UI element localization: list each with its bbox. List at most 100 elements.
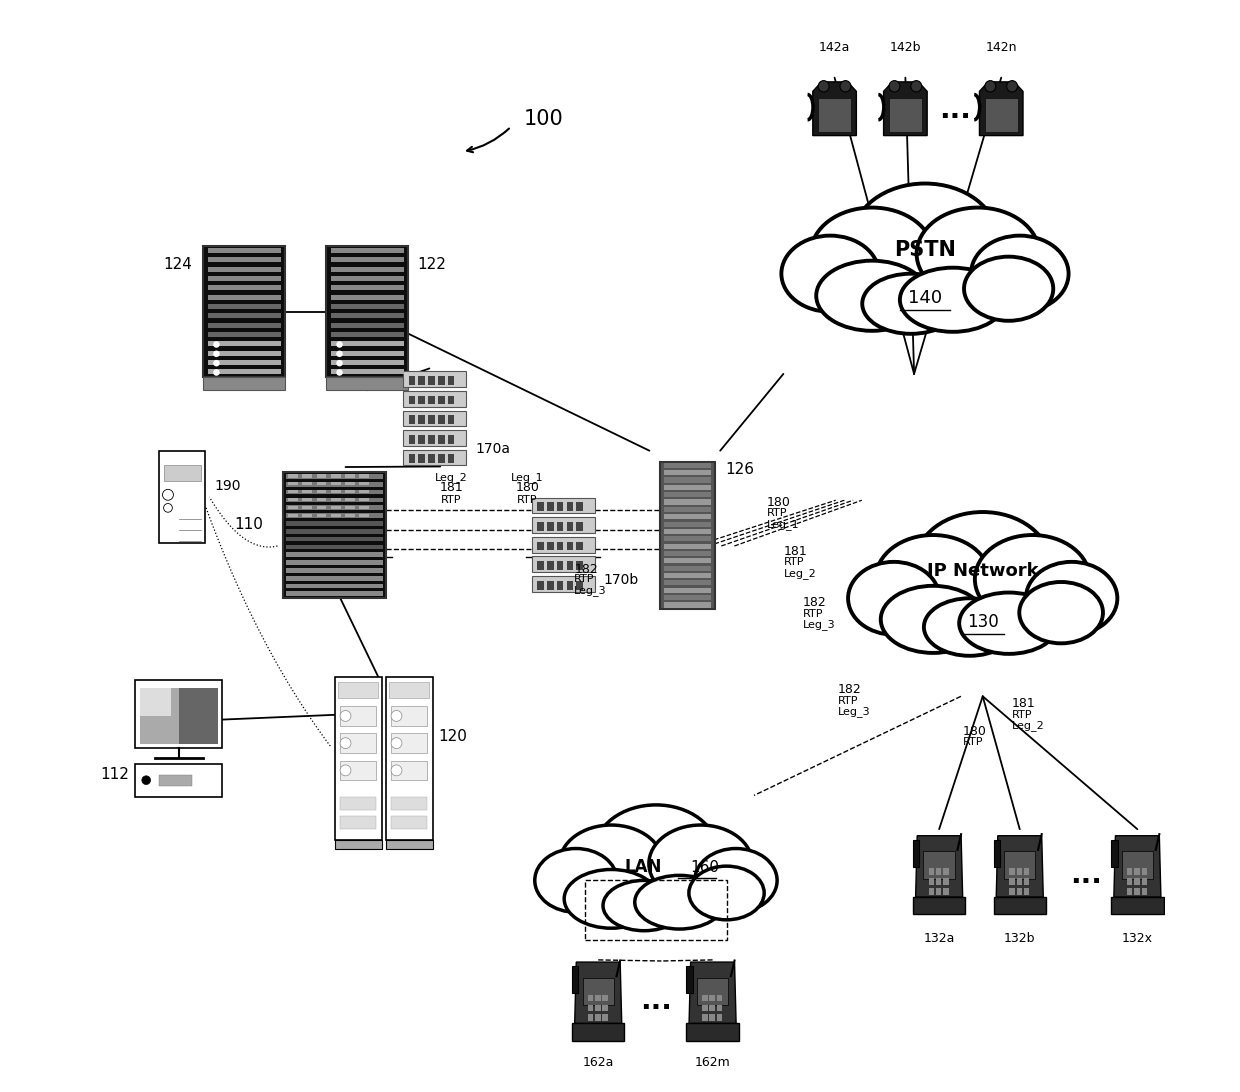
Bar xyxy=(1017,878,1022,885)
Bar xyxy=(316,498,326,501)
Bar xyxy=(697,977,728,1006)
Bar xyxy=(345,490,355,494)
Bar xyxy=(331,490,341,494)
Bar xyxy=(993,840,999,867)
Bar xyxy=(286,506,383,510)
Bar xyxy=(289,513,298,517)
Bar xyxy=(572,966,578,994)
Text: RTP: RTP xyxy=(838,696,858,705)
Bar xyxy=(603,995,608,1001)
Bar xyxy=(944,878,949,885)
Text: ...: ... xyxy=(1070,860,1102,889)
Bar xyxy=(331,369,404,375)
Bar xyxy=(140,688,218,745)
Ellipse shape xyxy=(1007,81,1018,92)
Bar xyxy=(913,840,919,867)
Bar xyxy=(140,688,179,745)
Bar xyxy=(331,351,404,356)
Text: 112: 112 xyxy=(100,768,129,782)
Bar xyxy=(663,566,712,571)
Bar xyxy=(1135,878,1140,885)
Ellipse shape xyxy=(971,236,1069,312)
Circle shape xyxy=(336,341,342,347)
Bar xyxy=(203,377,285,390)
Bar xyxy=(403,430,466,446)
Bar xyxy=(663,492,712,497)
Bar xyxy=(1009,888,1014,894)
Bar xyxy=(286,553,383,557)
Bar xyxy=(283,473,387,597)
Bar xyxy=(663,587,712,593)
Bar xyxy=(663,573,712,578)
Bar xyxy=(567,581,573,590)
Text: 182: 182 xyxy=(574,563,598,577)
Bar xyxy=(303,483,312,486)
Bar xyxy=(208,248,280,253)
Bar xyxy=(687,1023,739,1041)
Text: 162a: 162a xyxy=(583,1056,614,1069)
Bar xyxy=(663,477,712,483)
Text: RTP: RTP xyxy=(963,737,983,747)
Bar xyxy=(391,760,428,780)
Ellipse shape xyxy=(985,81,996,92)
Bar xyxy=(567,522,573,531)
Bar xyxy=(1135,868,1140,875)
Ellipse shape xyxy=(880,585,986,653)
Circle shape xyxy=(336,369,342,376)
Text: Leg_3: Leg_3 xyxy=(804,619,836,630)
Bar xyxy=(709,1014,715,1021)
Bar xyxy=(1009,878,1014,885)
Bar xyxy=(208,258,280,262)
Bar xyxy=(286,482,383,487)
Ellipse shape xyxy=(564,869,658,928)
Bar xyxy=(661,462,714,608)
Bar xyxy=(316,506,326,509)
Bar xyxy=(663,522,712,526)
Ellipse shape xyxy=(889,81,900,92)
Bar xyxy=(337,682,378,699)
Bar xyxy=(289,474,298,477)
Bar xyxy=(1111,840,1117,867)
Circle shape xyxy=(164,503,172,512)
Ellipse shape xyxy=(916,207,1039,299)
Bar xyxy=(403,371,466,387)
Bar xyxy=(331,322,404,328)
Text: 182: 182 xyxy=(804,596,827,609)
Bar xyxy=(360,474,370,477)
Bar xyxy=(159,451,205,544)
Circle shape xyxy=(340,764,351,775)
Bar xyxy=(331,304,404,309)
Bar xyxy=(1024,888,1029,894)
Bar xyxy=(1122,852,1153,879)
Bar xyxy=(286,529,383,534)
Bar xyxy=(340,760,376,780)
Bar xyxy=(289,490,298,494)
Text: 180: 180 xyxy=(963,725,987,738)
Ellipse shape xyxy=(963,257,1053,321)
Bar xyxy=(567,561,573,570)
Bar xyxy=(547,542,553,550)
Ellipse shape xyxy=(975,535,1090,624)
Ellipse shape xyxy=(781,236,879,312)
Polygon shape xyxy=(996,835,1043,897)
Bar xyxy=(985,97,1018,132)
Bar xyxy=(208,322,280,328)
Polygon shape xyxy=(980,82,1023,135)
Bar xyxy=(537,581,544,590)
Text: 162m: 162m xyxy=(694,1056,730,1069)
Bar xyxy=(557,581,563,590)
Ellipse shape xyxy=(649,826,753,902)
Circle shape xyxy=(340,711,351,722)
Bar xyxy=(386,840,433,848)
Bar xyxy=(289,483,298,486)
Bar xyxy=(537,522,544,531)
Ellipse shape xyxy=(852,183,997,294)
Bar xyxy=(316,474,326,477)
Bar xyxy=(1142,888,1147,894)
Text: 100: 100 xyxy=(525,109,564,129)
Bar xyxy=(286,536,383,542)
Text: 160: 160 xyxy=(691,859,719,875)
Bar xyxy=(929,878,934,885)
Ellipse shape xyxy=(875,535,991,624)
Bar xyxy=(345,483,355,486)
